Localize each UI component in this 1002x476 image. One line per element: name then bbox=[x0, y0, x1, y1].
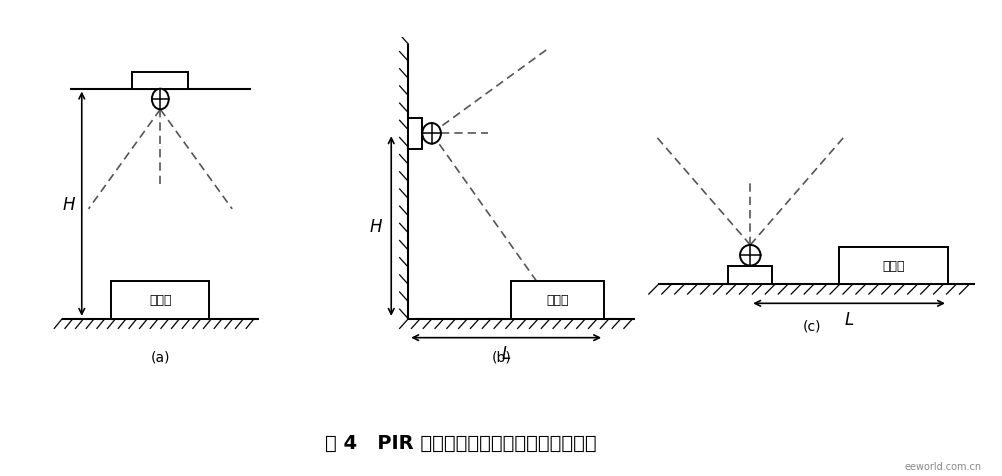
Text: L: L bbox=[502, 345, 511, 362]
Text: L: L bbox=[845, 310, 854, 328]
Text: 电暖器: 电暖器 bbox=[546, 294, 569, 307]
Bar bbox=[511, 281, 604, 319]
Text: (c): (c) bbox=[803, 319, 821, 333]
Text: (b): (b) bbox=[492, 350, 511, 364]
Bar bbox=[728, 266, 773, 285]
Text: H: H bbox=[370, 218, 382, 236]
Text: (a): (a) bbox=[150, 350, 170, 364]
Text: 电暖器: 电暖器 bbox=[882, 259, 905, 272]
Text: H: H bbox=[63, 195, 75, 213]
Text: 电暖器: 电暖器 bbox=[149, 294, 171, 307]
Bar bbox=[839, 247, 948, 285]
Bar bbox=[409, 119, 422, 149]
Text: eeworld.com.cn: eeworld.com.cn bbox=[905, 461, 982, 471]
Circle shape bbox=[740, 246, 761, 266]
Circle shape bbox=[152, 89, 168, 110]
Circle shape bbox=[422, 124, 441, 144]
Bar bbox=[132, 72, 188, 89]
Bar bbox=[111, 281, 209, 319]
Text: 图 4   PIR 探头与电暖器三种典型位置的试验: 图 4 PIR 探头与电暖器三种典型位置的试验 bbox=[325, 433, 597, 452]
